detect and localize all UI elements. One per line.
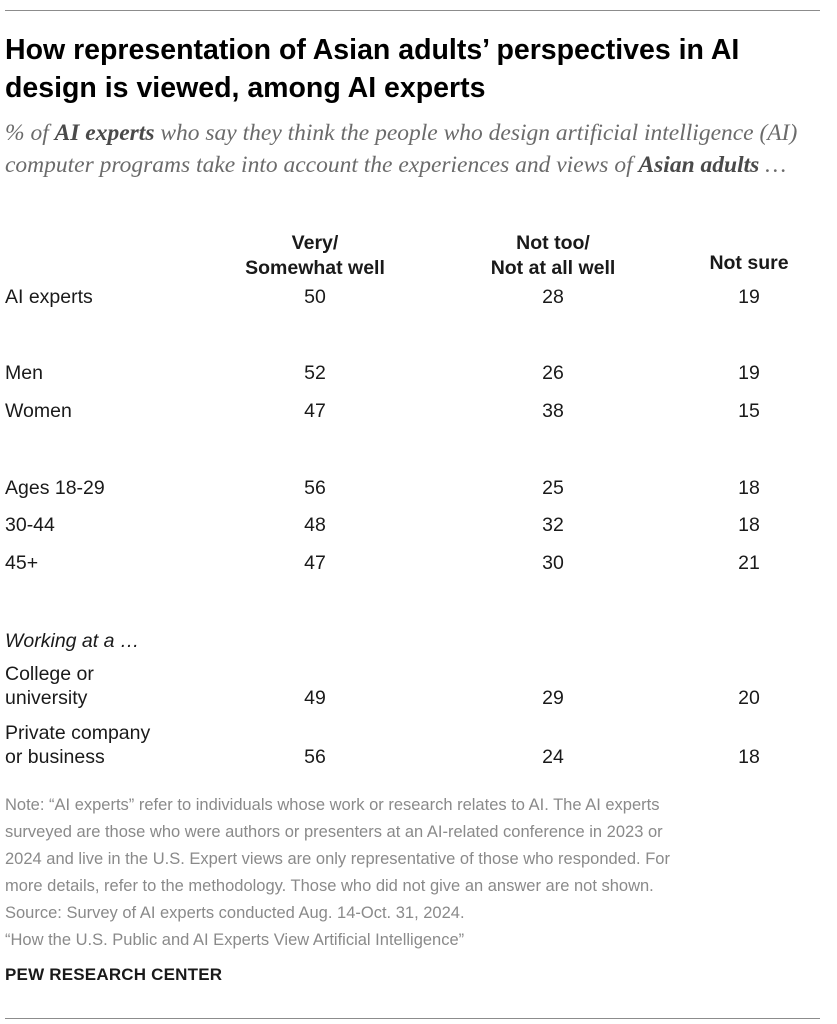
- column-header-line: Not at all well: [490, 257, 616, 279]
- table-cell-value: 48: [304, 514, 326, 536]
- source-line: Source: Survey of AI experts conducted A…: [5, 904, 465, 922]
- note-line: surveyed are those who were authors or p…: [5, 823, 663, 841]
- table-cell-value: 47: [304, 400, 326, 422]
- table-cell-value: 38: [542, 400, 564, 422]
- subtitle-prefix: % of: [5, 120, 55, 146]
- table-cell-value: 56: [304, 477, 326, 499]
- column-header-line: Very/: [291, 232, 339, 254]
- table-cell-value: 30: [542, 552, 564, 574]
- row-label-line: 45+: [5, 552, 39, 574]
- row-label: Women: [5, 399, 72, 423]
- note-line: Note: “AI experts” refer to individuals …: [5, 796, 660, 814]
- row-label-line: College or: [5, 663, 94, 685]
- row-label-line: AI experts: [5, 286, 93, 308]
- table-cell-value: 56: [304, 746, 326, 768]
- row-label-line: Private company: [5, 722, 151, 744]
- row-label: Ages 18-29: [5, 476, 105, 500]
- column-header-not-too-not-at-all-well: Not too/ Not at all well: [453, 231, 653, 281]
- column-header-line: Not too/: [516, 232, 590, 254]
- table-cell-value: 18: [738, 514, 760, 536]
- table-cell-value: 20: [738, 687, 760, 709]
- chart-subtitle: % of AI experts who say they think the p…: [5, 117, 820, 181]
- report-title-line: “How the U.S. Public and AI Experts View…: [5, 931, 465, 949]
- row-label: AI experts: [5, 285, 93, 309]
- chart-note: Note: “AI experts” refer to individuals …: [5, 792, 825, 954]
- row-label-line: Women: [5, 400, 72, 422]
- table-cell-value: 32: [542, 514, 564, 536]
- row-label: 30-44: [5, 513, 55, 537]
- column-header-line: Not sure: [709, 252, 789, 274]
- subtitle-middle: who say they think the people who design…: [5, 120, 798, 178]
- table-cell-value: 15: [738, 400, 760, 422]
- table-cell-value: 24: [542, 746, 564, 768]
- row-label: Men: [5, 361, 43, 385]
- row-label-line: Men: [5, 362, 43, 384]
- pew-research-center-logo: PEW RESEARCH CENTER: [5, 965, 223, 984]
- row-label: Private company or business: [5, 721, 150, 769]
- table-cell-value: 19: [738, 362, 760, 384]
- table-cell-value: 29: [542, 687, 564, 709]
- chart-title: How representation of Asian adults’ pers…: [5, 34, 740, 104]
- note-line: 2024 and live in the U.S. Expert views a…: [5, 850, 670, 868]
- note-line: more details, refer to the methodology. …: [5, 877, 654, 895]
- table-cell-value: 47: [304, 552, 326, 574]
- row-label-line: or business: [5, 746, 105, 768]
- table-cell-value: 50: [304, 286, 326, 308]
- bottom-rule: [5, 1018, 820, 1019]
- column-header-not-sure: Not sure: [649, 251, 837, 276]
- table-cell-value: 18: [738, 746, 760, 768]
- section-heading-working-at: Working at a …: [5, 630, 140, 652]
- column-header-line: Somewhat well: [245, 257, 385, 279]
- table-cell-value: 49: [304, 687, 326, 709]
- top-rule: [5, 10, 820, 11]
- table-cell-value: 52: [304, 362, 326, 384]
- table-cell-value: 26: [542, 362, 564, 384]
- row-label-line: Ages 18-29: [5, 477, 105, 499]
- table-cell-value: 19: [738, 286, 760, 308]
- table-cell-value: 25: [542, 477, 564, 499]
- row-label-line: university: [5, 687, 88, 709]
- subtitle-bold-ai-experts: AI experts: [54, 120, 155, 146]
- column-header-very-somewhat-well: Very/ Somewhat well: [215, 231, 415, 281]
- subtitle-suffix: …: [759, 152, 787, 178]
- subtitle-bold-asian-adults: Asian adults: [638, 152, 760, 178]
- table-cell-value: 21: [738, 552, 760, 574]
- row-label-line: 30-44: [5, 514, 55, 536]
- table-cell-value: 18: [738, 477, 760, 499]
- row-label: College or university: [5, 662, 94, 710]
- table-cell-value: 28: [542, 286, 564, 308]
- row-label: 45+: [5, 551, 38, 575]
